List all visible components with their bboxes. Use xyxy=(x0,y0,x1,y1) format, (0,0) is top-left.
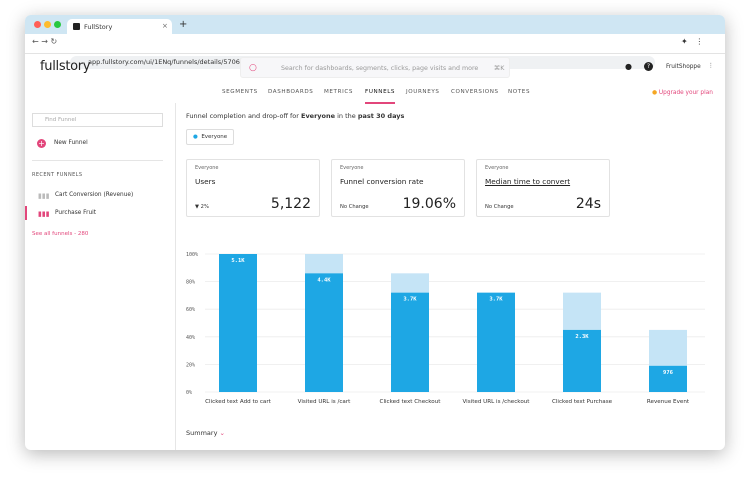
bar xyxy=(391,292,429,392)
x-tick-label: Visited URL is /cart xyxy=(298,399,351,405)
card-title: Users xyxy=(195,177,216,186)
new-tab[interactable]: + xyxy=(179,19,188,30)
card-title: Median time to convert xyxy=(485,177,571,186)
segment-chip[interactable]: ● Everyone xyxy=(186,129,235,145)
dropoff-bar xyxy=(649,329,687,366)
divider xyxy=(32,160,163,161)
nav-tab[interactable]: METRICS xyxy=(324,89,353,95)
bar xyxy=(563,329,601,392)
dropoff-bar xyxy=(563,292,601,330)
bar xyxy=(649,365,687,392)
summary-label: Summary xyxy=(186,429,218,437)
tab-title: FullStory xyxy=(84,23,113,31)
nav-tab[interactable]: DASHBOARDS xyxy=(268,89,314,95)
zoom-button[interactable] xyxy=(54,21,61,28)
heading-segment: Everyone xyxy=(301,112,336,120)
recent-heading: RECENT FUNNELS xyxy=(32,172,83,178)
nav-tab-active[interactable]: FUNNELS xyxy=(365,89,396,104)
y-tick-label: 60% xyxy=(186,307,195,313)
search-placeholder: Search for dashboards, segments, clicks,… xyxy=(281,65,479,72)
find-funnel-input[interactable]: Find Funnel xyxy=(32,113,163,127)
y-tick-label: 20% xyxy=(186,362,195,368)
new-funnel-icon[interactable]: + xyxy=(37,139,46,148)
x-tick-label: Clicked text Add to cart xyxy=(205,399,272,405)
bar-value-label: 976 xyxy=(663,370,674,376)
card-value: 19.06% xyxy=(402,196,456,212)
metric-card: Everyone Median time to convert No Change 2… xyxy=(476,159,610,217)
search-shortcut: ⌘K xyxy=(494,65,505,72)
bar xyxy=(219,254,257,392)
card-value: 24s xyxy=(575,196,601,212)
card-change: No Change xyxy=(485,204,514,210)
y-tick-label: 40% xyxy=(186,335,195,341)
close-button[interactable] xyxy=(34,21,41,28)
card-segment: Everyone xyxy=(195,165,219,171)
card-change: No Change xyxy=(340,204,369,210)
funnel-heading: Funnel completion and drop-off for Every… xyxy=(186,112,404,120)
x-tick-label: Visited URL is /checkout xyxy=(462,399,530,405)
minimize-button[interactable] xyxy=(44,21,51,28)
org-menu[interactable]: ⋮ xyxy=(708,63,714,69)
tab-bar: FullStory × + xyxy=(25,15,725,34)
card-segment: Everyone xyxy=(485,165,509,171)
browser-tab[interactable]: FullStory × xyxy=(67,19,172,34)
bar xyxy=(477,292,515,392)
card-value: 5,122 xyxy=(270,196,311,212)
help[interactable]: ? xyxy=(644,62,653,71)
bar-value-label: 5.1K xyxy=(231,258,245,264)
nav-tab[interactable]: NOTES xyxy=(508,89,531,95)
notifications[interactable]: ● xyxy=(625,62,632,71)
upgrade-text: Upgrade your plan xyxy=(658,90,713,96)
new-funnel[interactable]: New Funnel xyxy=(54,140,88,146)
heading-range: past 30 days xyxy=(357,112,405,120)
y-tick-label: 0% xyxy=(186,390,192,396)
logo[interactable]: fullstory xyxy=(40,59,91,74)
see-all-link[interactable]: See all funnels - 280 xyxy=(32,231,89,237)
card-segment: Everyone xyxy=(340,165,364,171)
favicon xyxy=(73,23,80,30)
x-tick-label: Clicked text Purchase xyxy=(552,399,613,405)
funnel-icon: ▮▮▮ xyxy=(38,192,50,200)
funnel-icon: ▮▮▮ xyxy=(38,210,50,218)
bar-value-label: 4.4K xyxy=(317,277,331,283)
browser-window: FullStory × + ← → ↻ app.fullstory.com/ui… xyxy=(25,15,725,450)
bar-value-label: 3.7K xyxy=(403,297,417,303)
heading-text: in the xyxy=(335,112,358,120)
nav-buttons[interactable]: ← → ↻ xyxy=(32,37,58,46)
dropoff-bar xyxy=(305,254,343,274)
summary-toggle[interactable]: Summary ⌄ xyxy=(186,429,225,437)
sidebar: Find Funnel + New Funnel RECENT FUNNELS … xyxy=(25,103,176,450)
nav-tab[interactable]: JOURNEYS xyxy=(406,89,440,95)
search-icon: ○ xyxy=(249,63,257,73)
dropoff-bar xyxy=(391,273,429,293)
org-name[interactable]: FruitShoppe xyxy=(666,64,701,70)
x-tick-label: Revenue Event xyxy=(647,399,690,405)
search-box[interactable]: ○ Search for dashboards, segments, click… xyxy=(240,57,510,78)
card-title: Funnel conversion rate xyxy=(340,177,424,186)
y-tick-label: 100% xyxy=(186,252,198,258)
upgrade-link[interactable]: ● Upgrade your plan xyxy=(652,90,713,96)
x-tick-label: Clicked text Checkout xyxy=(380,399,442,405)
bar-value-label: 3.7K xyxy=(489,297,503,303)
recent-funnel[interactable]: Cart Conversion (Revenue) xyxy=(55,192,134,198)
metric-card: Everyone Users ▼ 2% 5,122 xyxy=(186,159,320,217)
extensions[interactable]: ✦ ⋮ xyxy=(681,37,704,46)
nav-tab[interactable]: SEGMENTS xyxy=(222,89,258,95)
card-change: ▼ 2% xyxy=(195,204,209,210)
find-funnel-placeholder: Find Funnel xyxy=(45,117,77,123)
y-tick-label: 80% xyxy=(186,280,195,286)
url: app.fullstory.com/ui/1ENq/funnels/detail… xyxy=(88,58,375,66)
recent-funnel-active[interactable]: Purchase Fruit xyxy=(55,210,97,216)
bar xyxy=(305,273,343,392)
metric-card: Everyone Funnel conversion rate No Change 1… xyxy=(331,159,465,217)
bar-value-label: 2.3K xyxy=(575,334,589,340)
nav-tab[interactable]: CONVERSIONS xyxy=(451,89,499,95)
heading-text: Funnel completion and drop-off for xyxy=(186,112,301,120)
active-indicator xyxy=(25,206,27,220)
tab-close[interactable]: × xyxy=(162,22,168,30)
segment-chip-label: Everyone xyxy=(201,134,228,140)
